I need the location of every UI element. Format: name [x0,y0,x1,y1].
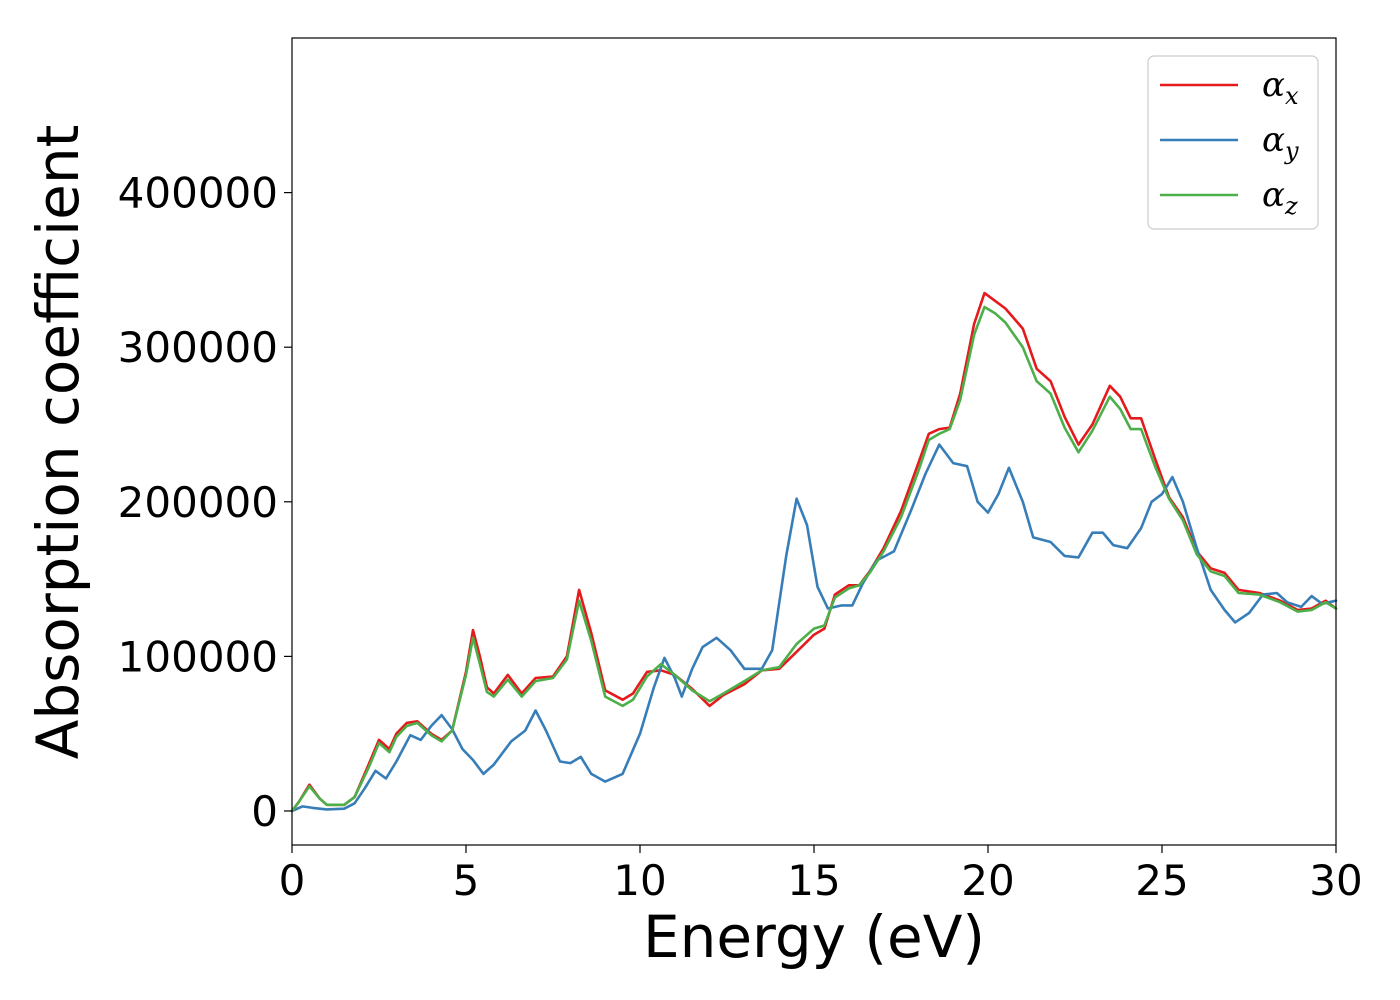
x-tick-label: 25 [1135,856,1188,905]
x-tick-label: 15 [787,856,840,905]
x-tick-label: 0 [279,856,306,905]
x-tick-label: 30 [1309,856,1362,905]
x-axis: 0 5 10 15 20 25 30 [279,845,1363,905]
legend-label-z: αz [1262,175,1298,220]
series-line-z [290,305,1338,813]
x-axis-label: Energy (eV) [643,903,985,971]
legend-label-x: αx [1262,65,1299,110]
y-axis-label: Absorption coefficient [24,125,92,760]
y-tick-label: 100000 [118,632,278,681]
y-tick-label: 300000 [118,323,278,372]
y-tick-label: 200000 [118,478,278,527]
legend-box [1147,55,1319,230]
series-line-y [290,443,1338,813]
x-tick-label: 10 [613,856,666,905]
series-layer [290,291,1338,813]
y-tick-label: 0 [251,787,278,836]
y-axis: 0 100000 200000 300000 400000 [118,169,292,836]
x-tick-label: 5 [453,856,480,905]
legend-label-y: αy [1262,120,1299,165]
y-tick-label: 400000 [118,169,278,218]
legend: αx αy αz [1147,55,1319,230]
x-tick-label: 20 [961,856,1014,905]
